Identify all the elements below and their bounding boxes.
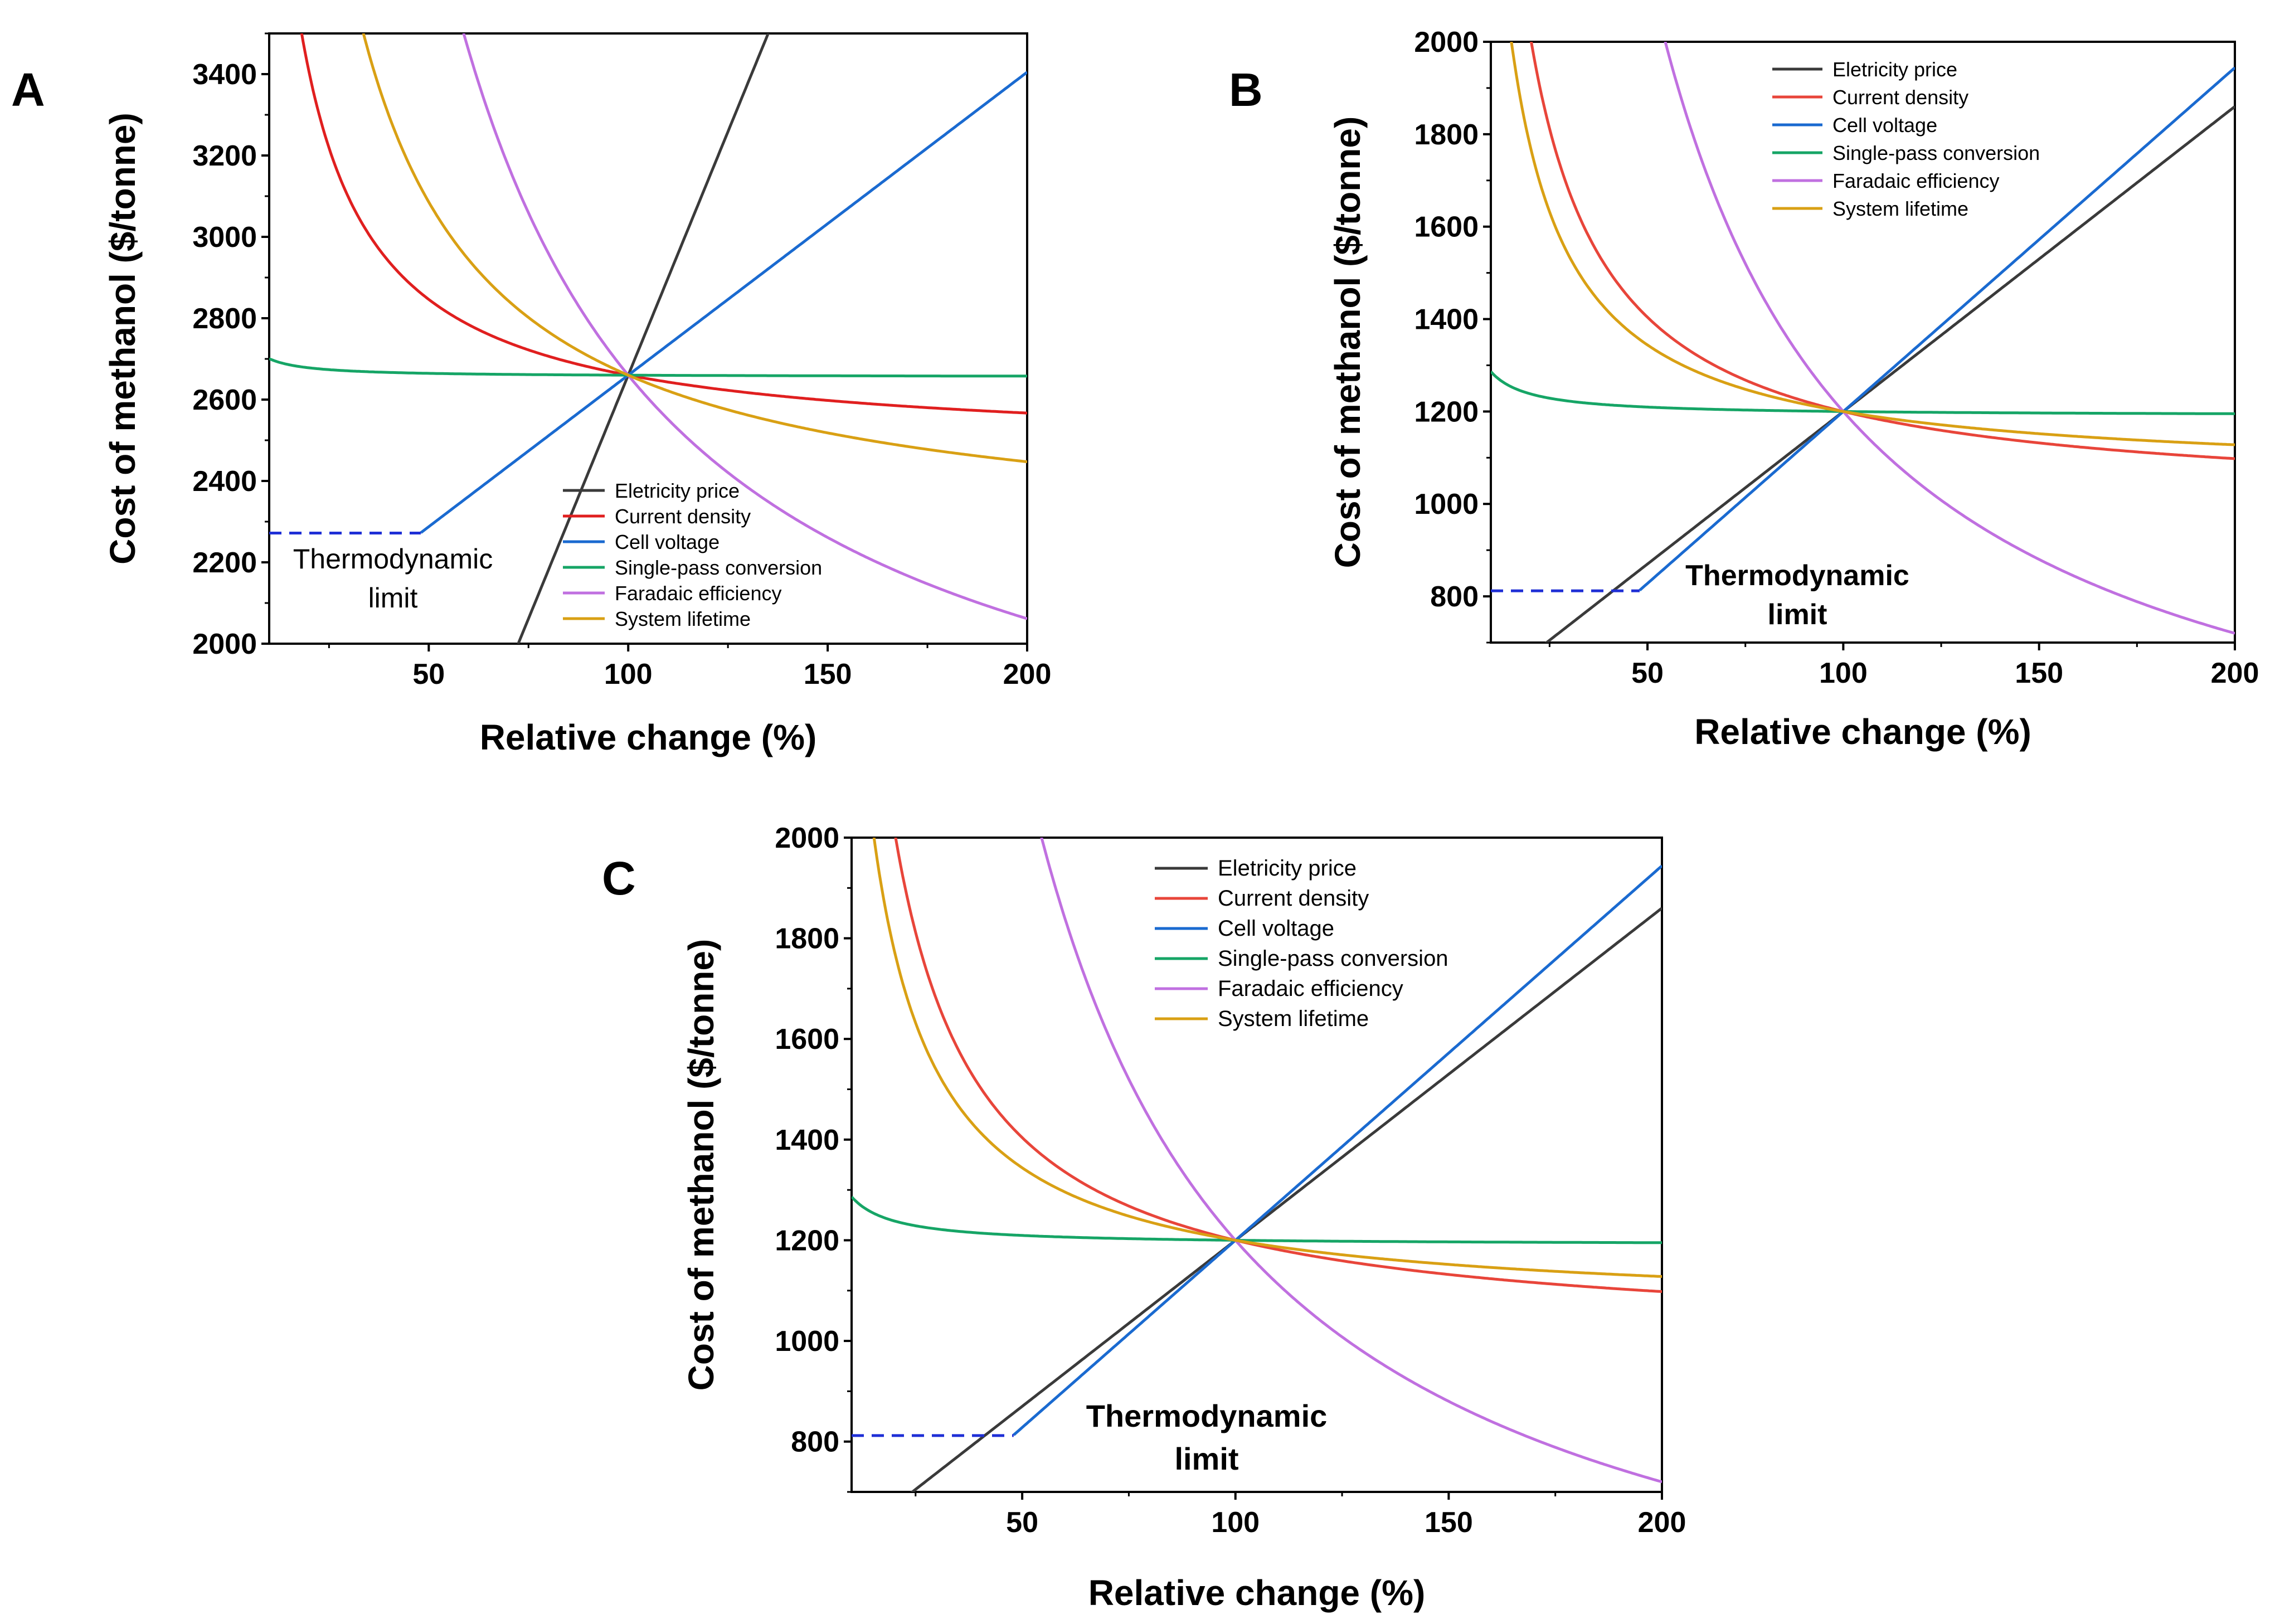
y-tick-label: 2000	[1414, 26, 1479, 59]
x-tick-label: 150	[2015, 657, 2063, 689]
x-tick-label: 50	[412, 658, 445, 691]
legend: Eletricity price Current density Cell volt…	[1155, 856, 1448, 1031]
legend-label: Cell voltage	[615, 531, 720, 553]
y-tick-label: 1200	[775, 1224, 839, 1257]
y-tick-label: 1800	[775, 923, 839, 955]
series-line-single-pass-conversion	[269, 357, 1027, 378]
x-tick-label: 200	[1003, 658, 1052, 691]
series-line-current-density	[894, 838, 1662, 1294]
legend-label: System lifetime	[1218, 1007, 1369, 1031]
legend-label: Faradaic efficiency	[1832, 169, 1999, 192]
legend-label: Current density	[615, 505, 751, 528]
y-tick-label: 3000	[192, 221, 257, 254]
annotation-limit: limit	[1174, 1441, 1238, 1476]
panel-letter: B	[1229, 64, 1263, 116]
annotation-thermodynamic: Thermodynamic	[1685, 560, 1909, 592]
legend-label: Cell voltage	[1832, 114, 1937, 137]
series-line-eletricity-price	[1544, 105, 2235, 643]
legend-label: Cell voltage	[1218, 916, 1334, 941]
y-axis-title: Cost of methanol ($/tonne)	[681, 939, 721, 1391]
legend: Eletricity price Current density Cell volt…	[563, 479, 822, 630]
annotation-limit: limit	[1768, 599, 1827, 631]
y-tick-label: 1000	[775, 1325, 839, 1358]
plot-area	[852, 838, 1662, 1492]
y-axis-title: Cost of methanol ($/tonne)	[103, 113, 143, 565]
series-line-cell-voltage	[420, 71, 1027, 534]
series-line-single-pass-conversion	[852, 1195, 1662, 1244]
legend-label: System lifetime	[1832, 197, 1968, 220]
y-tick-label: 2200	[192, 547, 257, 579]
chart-panel-a: A 2000 2200 2400 2600 2800 3000 3200 3400 50 100 15…	[11, 32, 1052, 757]
series-line-cell-voltage	[1013, 864, 1662, 1436]
y-tick-label: 800	[791, 1426, 839, 1458]
legend: Eletricity price Current density Cell volt…	[1772, 58, 2040, 220]
y-tick-label: 2800	[192, 303, 257, 335]
series-line-faradaic-efficiency	[462, 33, 1027, 620]
plot-frame	[1490, 41, 2236, 644]
legend-label: Single-pass conversion	[1218, 946, 1448, 971]
y-tick-label: 1600	[775, 1023, 839, 1056]
plot-frame	[268, 32, 1028, 645]
series-line-single-pass-conversion	[1491, 371, 2235, 415]
y-axis-title: Cost of methanol ($/tonne)	[1328, 116, 1368, 568]
y-tick-label: 800	[1430, 581, 1479, 613]
series-line-eletricity-price	[517, 33, 770, 644]
y-tick-label: 2000	[775, 822, 839, 854]
x-tick-label: 100	[1819, 657, 1868, 689]
series-line-cell-voltage	[1639, 66, 2235, 592]
plot-frame	[850, 837, 1663, 1493]
chart-panel-c: C 800 1000 1200 1400 1600 1800 2000 50 100 150 200 R…	[602, 822, 1686, 1613]
y-tick-label: 3400	[192, 59, 257, 91]
y-tick-label: 1400	[775, 1124, 839, 1156]
y-tick-label: 2000	[192, 628, 257, 660]
x-tick-label: 200	[2211, 657, 2259, 689]
chart-panel-b: B 800 1000 1200 1400 1600 1800 2000 50 100 150 200 R…	[1229, 26, 2259, 752]
y-tick-label: 1200	[1414, 396, 1479, 428]
y-tick-label: 3200	[192, 140, 257, 172]
y-tick-label: 1800	[1414, 119, 1479, 151]
legend-label: Faradaic efficiency	[615, 582, 781, 605]
y-tick-label: 1600	[1414, 211, 1479, 244]
x-tick-label: 50	[1006, 1506, 1038, 1539]
x-axis-title: Relative change (%)	[480, 717, 817, 757]
y-tick-label: 1400	[1414, 304, 1479, 336]
x-tick-label: 200	[1638, 1506, 1686, 1539]
legend-label: Current density	[1832, 86, 1968, 109]
y-tick-label: 1000	[1414, 488, 1479, 521]
series-line-faradaic-efficiency	[1040, 838, 1662, 1484]
annotation-thermodynamic: Thermodynamic	[1086, 1398, 1328, 1433]
panel-letter: C	[602, 852, 636, 905]
annotation-limit: limit	[368, 582, 418, 614]
x-tick-label: 150	[804, 658, 852, 691]
series-line-system-lifetime	[362, 33, 1027, 463]
legend-label: Faradaic efficiency	[1218, 976, 1403, 1001]
series-line-eletricity-price	[910, 907, 1662, 1492]
legend-label: Single-pass conversion	[1832, 142, 2040, 164]
x-tick-label: 100	[1211, 1506, 1260, 1539]
x-tick-label: 100	[604, 658, 653, 691]
x-axis-title: Relative change (%)	[1088, 1573, 1426, 1613]
annotation-thermodynamic: Thermodynamic	[293, 543, 493, 575]
x-axis-title: Relative change (%)	[1694, 712, 2031, 752]
y-tick-label: 2600	[192, 384, 257, 416]
panel-letter: A	[11, 64, 45, 116]
y-tick-label: 2400	[192, 465, 257, 498]
series-line-system-lifetime	[872, 838, 1662, 1278]
legend-label: Eletricity price	[1832, 58, 1957, 81]
series-line-system-lifetime	[1510, 42, 2235, 446]
plot-area	[269, 33, 1027, 644]
x-tick-label: 150	[1425, 1506, 1473, 1539]
legend-label: System lifetime	[615, 607, 751, 630]
legend-label: Eletricity price	[1218, 856, 1357, 881]
legend-label: Eletricity price	[615, 479, 740, 502]
series-line-current-density	[300, 33, 1027, 415]
legend-label: Single-pass conversion	[615, 556, 822, 579]
series-line-faradaic-efficiency	[1664, 42, 2235, 635]
x-tick-label: 50	[1631, 657, 1664, 689]
legend-label: Current density	[1218, 886, 1369, 911]
